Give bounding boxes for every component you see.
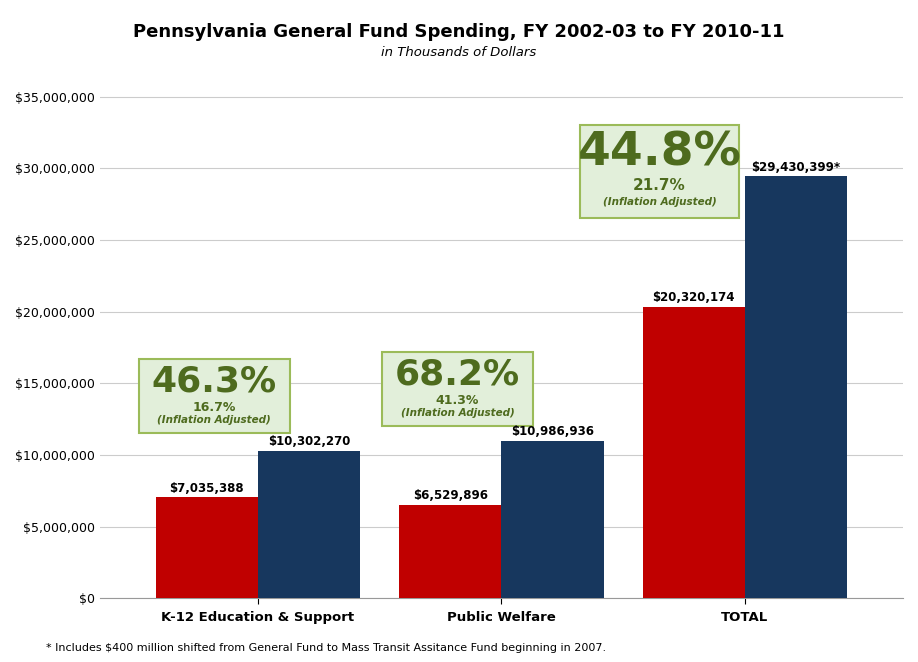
Text: 16.7%: 16.7% bbox=[193, 401, 236, 414]
Text: Pennsylvania General Fund Spending, FY 2002-03 to FY 2010-11: Pennsylvania General Fund Spending, FY 2… bbox=[133, 23, 785, 41]
FancyBboxPatch shape bbox=[580, 125, 739, 218]
Text: 68.2%: 68.2% bbox=[395, 357, 521, 391]
Text: (Inflation Adjusted): (Inflation Adjusted) bbox=[603, 197, 716, 207]
Text: 44.8%: 44.8% bbox=[577, 131, 742, 175]
Text: 21.7%: 21.7% bbox=[633, 178, 686, 193]
FancyBboxPatch shape bbox=[139, 359, 289, 434]
Bar bbox=[156, 497, 258, 598]
Text: (Inflation Adjusted): (Inflation Adjusted) bbox=[157, 415, 271, 425]
Bar bbox=[258, 451, 360, 598]
Text: 46.3%: 46.3% bbox=[151, 364, 276, 399]
Text: in Thousands of Dollars: in Thousands of Dollars bbox=[381, 46, 537, 60]
Text: $6,529,896: $6,529,896 bbox=[413, 489, 487, 502]
Text: $10,302,270: $10,302,270 bbox=[268, 435, 351, 448]
Text: $7,035,388: $7,035,388 bbox=[170, 482, 244, 495]
Bar bbox=[501, 441, 604, 598]
FancyBboxPatch shape bbox=[382, 352, 533, 426]
Text: (Inflation Adjusted): (Inflation Adjusted) bbox=[400, 408, 514, 418]
Text: 41.3%: 41.3% bbox=[436, 394, 479, 406]
Bar bbox=[643, 307, 744, 598]
Text: $10,986,936: $10,986,936 bbox=[511, 425, 594, 438]
Bar bbox=[744, 177, 847, 598]
Text: * Includes $400 million shifted from General Fund to Mass Transit Assitance Fund: * Includes $400 million shifted from Gen… bbox=[46, 643, 606, 653]
Text: $20,320,174: $20,320,174 bbox=[653, 291, 735, 305]
Text: $29,430,399*: $29,430,399* bbox=[751, 161, 841, 174]
Bar bbox=[399, 504, 501, 598]
